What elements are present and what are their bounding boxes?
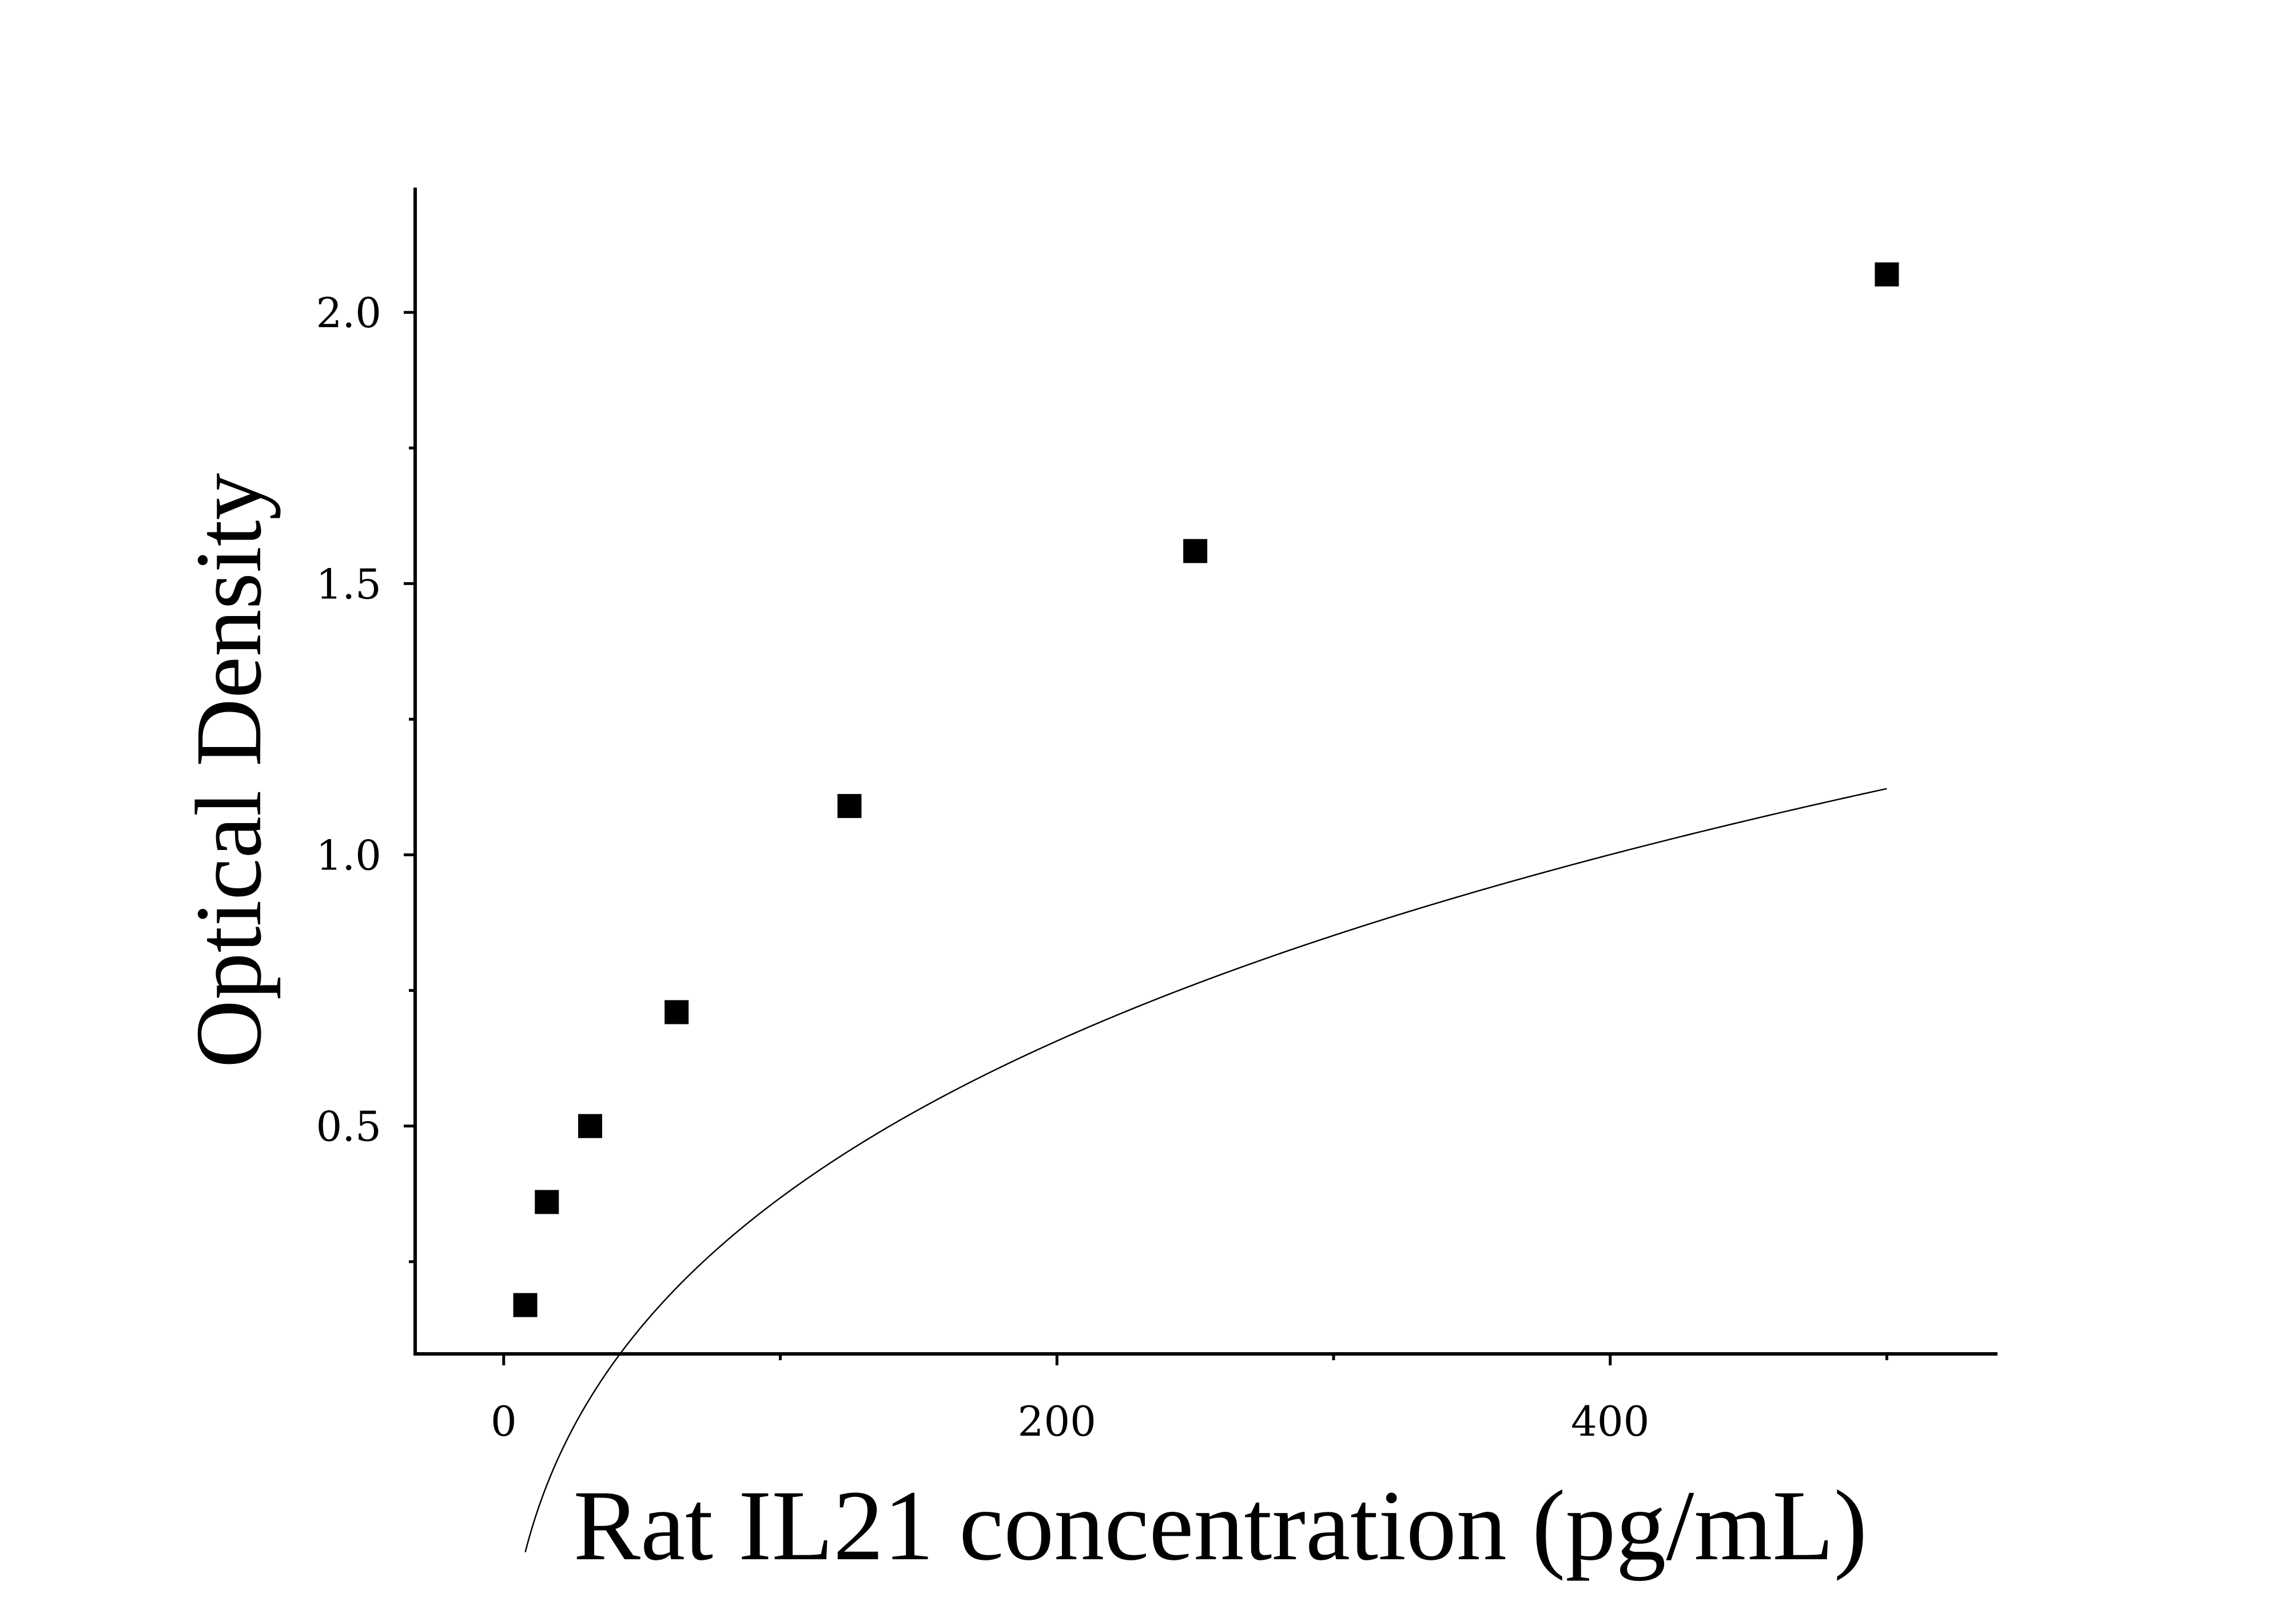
data-point xyxy=(1875,262,1899,287)
y-tick-label: 0.5 xyxy=(316,1103,381,1151)
x-tick-label: 200 xyxy=(1018,1397,1096,1445)
data-point xyxy=(1183,539,1208,563)
fit-curve xyxy=(524,788,1887,1552)
plot-area: 0 200 400 0.5 1.0 1.5 2.0 xyxy=(316,188,1997,1552)
data-point xyxy=(578,1114,602,1138)
x-axis-title: Rat IL21 concentration (pg/mL) xyxy=(574,1470,1868,1582)
y-tick-label: 2.0 xyxy=(316,289,381,337)
data-point xyxy=(513,1293,538,1317)
data-point xyxy=(837,794,862,819)
y-tick-label: 1.5 xyxy=(316,560,381,608)
y-axis-ticks: 0.5 1.0 1.5 2.0 xyxy=(316,289,415,1264)
x-tick-label: 0 xyxy=(491,1397,517,1445)
y-tick-label: 1.0 xyxy=(316,831,381,879)
data-points xyxy=(513,262,1899,1317)
data-point xyxy=(535,1190,559,1214)
x-axis-ticks: 0 200 400 xyxy=(491,1354,1889,1445)
y-axis-title: Optical Density xyxy=(176,473,281,1068)
data-point xyxy=(664,1000,689,1024)
x-tick-label: 400 xyxy=(1571,1397,1649,1445)
